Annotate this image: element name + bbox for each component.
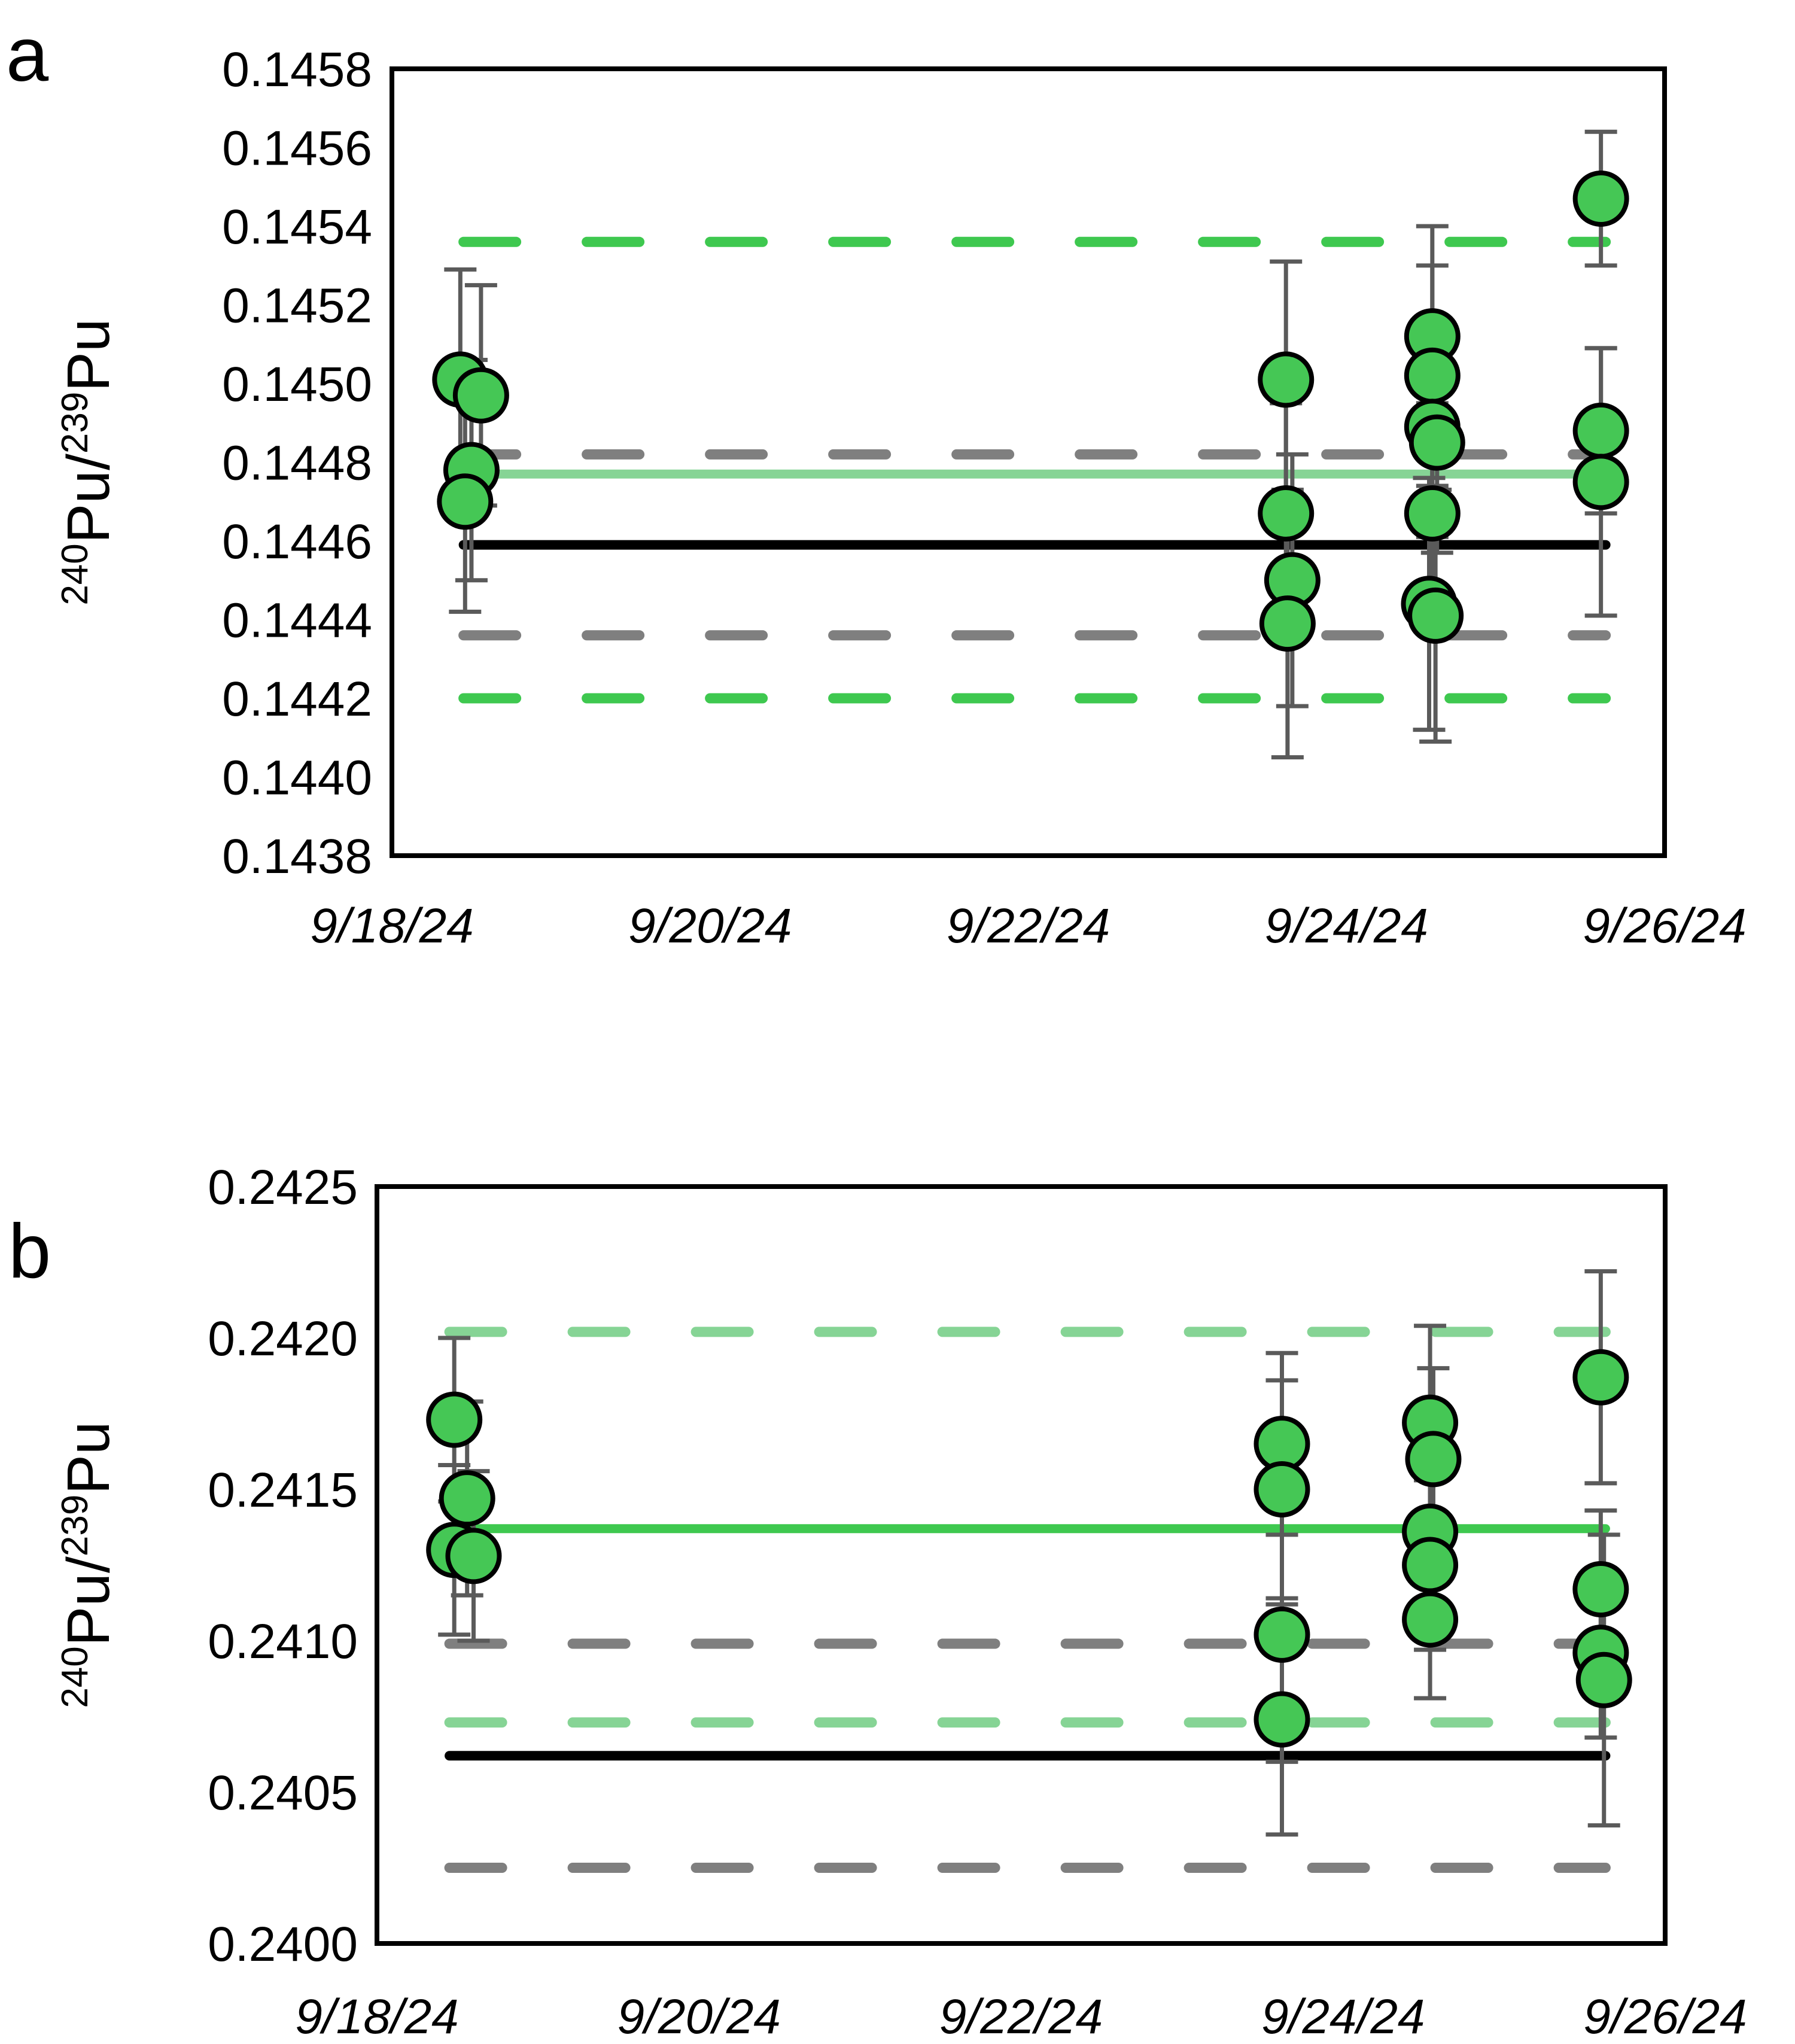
y-tick-label: 0.1442	[222, 672, 372, 726]
isotope-superscript-239-b: 239	[54, 1494, 96, 1557]
y-axis-title-a: 240Pu/239Pu	[53, 270, 124, 653]
data-points-b	[426, 1349, 1632, 1748]
x-tick-label: 9/24/24	[1264, 899, 1428, 953]
data-point	[1572, 1349, 1629, 1406]
x-tick-label: 9/26/24	[1583, 899, 1747, 953]
y-title-base-b1: Pu/	[55, 1556, 122, 1647]
x-tick-label: 9/22/24	[939, 1990, 1103, 2044]
data-point	[1254, 1606, 1310, 1663]
isotope-superscript-240-b: 240	[54, 1646, 96, 1708]
isotope-superscript-240-a: 240	[54, 543, 96, 606]
data-point	[1572, 402, 1629, 459]
data-point	[1258, 485, 1315, 542]
y-tick-label: 0.1452	[222, 279, 372, 333]
y-tick-label: 0.1446	[222, 515, 372, 569]
data-point	[1572, 1561, 1629, 1617]
y-title-base-a1: Pu/	[55, 454, 122, 544]
y-tick-label: 0.2415	[208, 1463, 358, 1517]
y-tick-label: 0.1456	[222, 121, 372, 176]
plot-box-b	[375, 1184, 1668, 1946]
x-tick-labels-a: 9/18/24 9/20/24 9/22/24 9/24/24 9/26/24	[310, 899, 1747, 953]
data-point	[1405, 1431, 1462, 1488]
data-point	[1404, 485, 1461, 542]
data-point	[1572, 454, 1629, 510]
plot-box-a	[390, 66, 1667, 858]
y-tick-label: 0.1448	[222, 436, 372, 491]
data-point	[1258, 351, 1315, 408]
data-points-a	[432, 170, 1629, 652]
x-tick-label: 9/24/24	[1261, 1990, 1425, 2044]
x-tick-label: 9/20/24	[628, 899, 792, 953]
x-tick-label: 9/22/24	[947, 899, 1111, 953]
data-point	[1259, 595, 1316, 652]
y-tick-label: 0.2420	[208, 1312, 358, 1366]
x-tick-labels-b: 9/18/24 9/20/24 9/22/24 9/24/24 9/26/24	[295, 1990, 1747, 2044]
y-title-base-b2: Pu	[55, 1421, 122, 1495]
y-tick-label: 0.1450	[222, 357, 372, 412]
panel-b-letter: b	[8, 1209, 51, 1294]
y-tick-label: 0.1444	[222, 594, 372, 648]
x-tick-label: 9/18/24	[295, 1990, 459, 2044]
data-point	[445, 1528, 502, 1584]
y-axis-title-b: 240Pu/239Pu	[53, 1373, 124, 1756]
data-point	[1575, 1651, 1632, 1708]
isotope-superscript-239-a: 239	[54, 391, 96, 454]
x-tick-label: 9/18/24	[310, 899, 474, 953]
x-tick-label: 9/26/24	[1583, 1990, 1747, 2044]
x-tick-label: 9/20/24	[617, 1990, 781, 2044]
data-point	[439, 1470, 495, 1527]
panel-a-letter: a	[6, 12, 49, 98]
data-point	[1254, 1461, 1310, 1517]
data-point	[1402, 1591, 1459, 1648]
y-tick-labels-b: 0.2425 0.2420 0.2415 0.2410 0.2405 0.2400	[208, 1160, 358, 1972]
y-tick-label: 0.2425	[208, 1160, 358, 1215]
data-point	[1404, 347, 1461, 404]
data-point	[452, 367, 509, 424]
data-point	[437, 473, 494, 530]
data-point	[1402, 1537, 1459, 1593]
y-tick-label: 0.2400	[208, 1917, 358, 1972]
y-tick-label: 0.1454	[222, 200, 372, 254]
y-tick-label: 0.2405	[208, 1766, 358, 1820]
data-point	[1254, 1691, 1310, 1748]
y-tick-label: 0.1440	[222, 751, 372, 805]
chart-a: 0.1458 0.1456 0.1454 0.1452 0.1450 0.1448 0.14…	[222, 42, 1747, 953]
y-tick-label: 0.2410	[208, 1614, 358, 1669]
y-title-base-a2: Pu	[55, 318, 122, 392]
y-tick-label: 0.1438	[222, 829, 372, 884]
y-tick-label: 0.1458	[222, 42, 372, 97]
data-point	[1407, 587, 1464, 644]
data-point	[426, 1391, 483, 1448]
data-point	[1408, 414, 1465, 471]
chart-b: 0.2425 0.2420 0.2415 0.2410 0.2405 0.2400 9/18…	[208, 1160, 1747, 2044]
data-point	[1572, 170, 1629, 227]
y-tick-labels-a: 0.1458 0.1456 0.1454 0.1452 0.1450 0.1448 0.14…	[222, 42, 372, 884]
